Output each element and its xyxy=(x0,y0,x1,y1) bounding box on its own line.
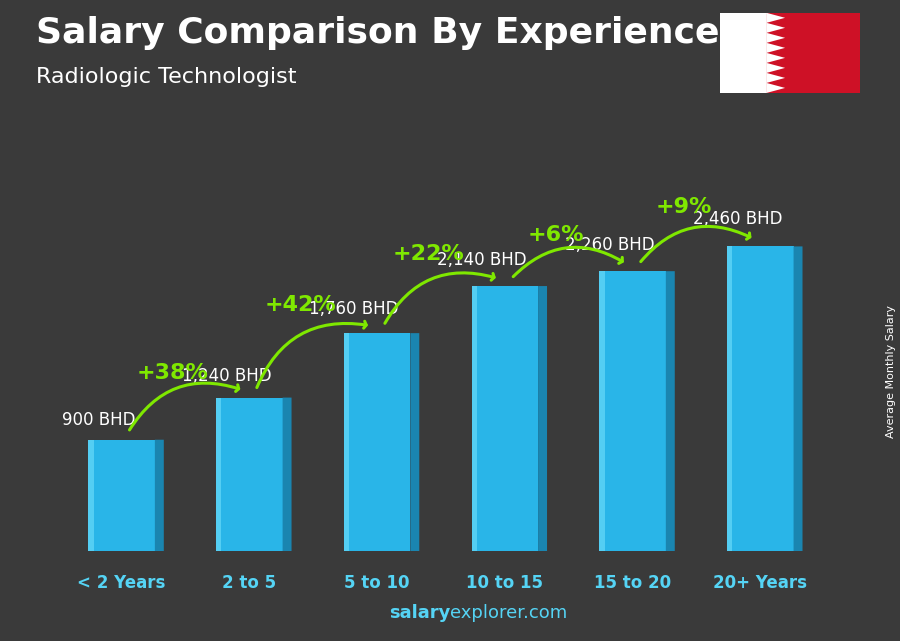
Polygon shape xyxy=(88,440,94,551)
Text: Radiologic Technologist: Radiologic Technologist xyxy=(36,67,296,87)
Polygon shape xyxy=(283,397,292,551)
Text: +38%: +38% xyxy=(137,363,209,383)
Text: explorer.com: explorer.com xyxy=(450,604,567,622)
Text: 2,140 BHD: 2,140 BHD xyxy=(437,251,526,269)
Text: +6%: +6% xyxy=(527,225,584,246)
Text: salary: salary xyxy=(389,604,450,622)
Text: 1,240 BHD: 1,240 BHD xyxy=(182,367,271,385)
Polygon shape xyxy=(727,246,733,551)
Polygon shape xyxy=(410,333,419,551)
Text: 20+ Years: 20+ Years xyxy=(714,574,807,592)
Text: 10 to 15: 10 to 15 xyxy=(466,574,544,592)
Polygon shape xyxy=(599,271,605,551)
Text: Average Monthly Salary: Average Monthly Salary xyxy=(886,305,896,438)
Text: +9%: +9% xyxy=(655,197,712,217)
Text: 2,260 BHD: 2,260 BHD xyxy=(565,236,654,254)
Polygon shape xyxy=(88,440,155,551)
Polygon shape xyxy=(767,53,785,63)
Text: < 2 Years: < 2 Years xyxy=(77,574,166,592)
Polygon shape xyxy=(666,271,675,551)
Polygon shape xyxy=(344,333,410,551)
Polygon shape xyxy=(767,63,785,73)
Bar xyxy=(720,13,767,93)
Polygon shape xyxy=(155,440,164,551)
Text: 2,460 BHD: 2,460 BHD xyxy=(693,210,782,228)
Text: 2 to 5: 2 to 5 xyxy=(222,574,276,592)
Polygon shape xyxy=(767,83,785,93)
Polygon shape xyxy=(727,246,794,551)
Text: 5 to 10: 5 to 10 xyxy=(345,574,410,592)
Text: 900 BHD: 900 BHD xyxy=(62,411,135,429)
Text: +22%: +22% xyxy=(392,244,464,264)
Polygon shape xyxy=(794,246,803,551)
Text: +42%: +42% xyxy=(265,295,337,315)
Polygon shape xyxy=(538,286,547,551)
Text: Salary Comparison By Experience: Salary Comparison By Experience xyxy=(36,16,719,50)
Polygon shape xyxy=(767,43,785,53)
Polygon shape xyxy=(472,286,477,551)
Text: 15 to 20: 15 to 20 xyxy=(594,574,671,592)
Bar xyxy=(767,13,860,93)
Polygon shape xyxy=(599,271,666,551)
Polygon shape xyxy=(472,286,538,551)
Polygon shape xyxy=(767,73,785,83)
Text: 1,760 BHD: 1,760 BHD xyxy=(310,300,399,318)
Polygon shape xyxy=(767,33,785,43)
Polygon shape xyxy=(216,397,221,551)
Polygon shape xyxy=(344,333,349,551)
Polygon shape xyxy=(767,13,785,23)
Polygon shape xyxy=(216,397,283,551)
Polygon shape xyxy=(767,23,785,33)
